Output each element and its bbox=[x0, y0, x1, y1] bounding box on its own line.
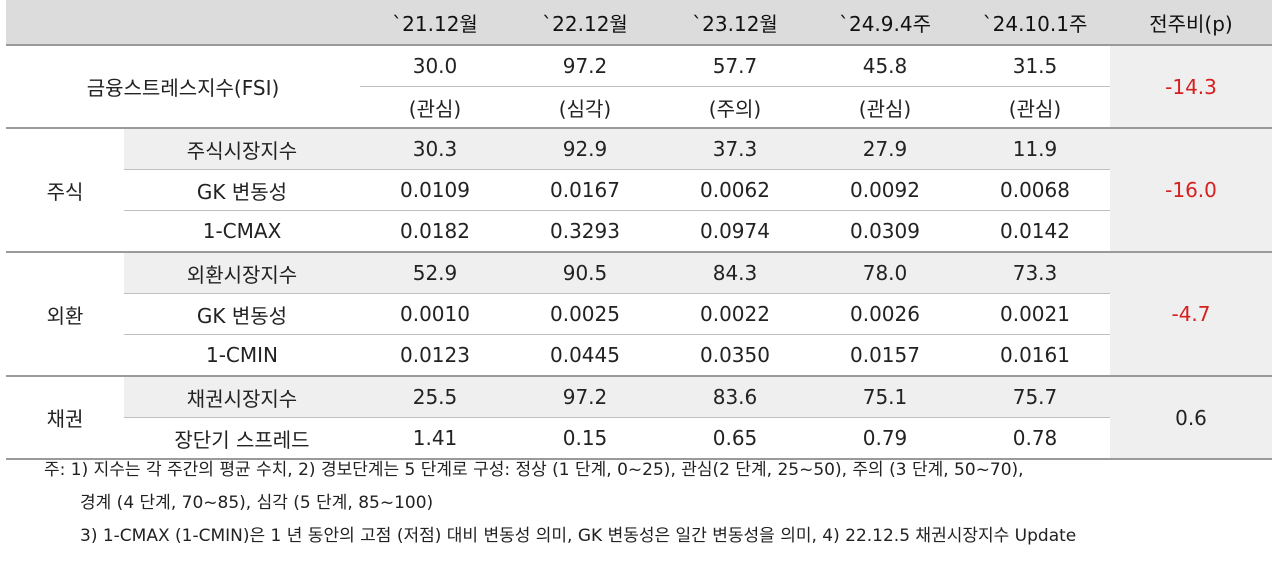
cell: 0.0062 bbox=[660, 169, 810, 211]
fsi-level: (주의) bbox=[660, 86, 810, 129]
row-label: 외환시장지수 bbox=[124, 252, 360, 294]
table-row: 외환 외환시장지수 52.9 90.5 84.3 78.0 73.3 -4.7 bbox=[6, 252, 1272, 377]
cell: 0.78 bbox=[960, 417, 1110, 460]
fsi-value: 45.8 bbox=[810, 45, 960, 87]
cell: 0.0182 bbox=[360, 210, 510, 253]
table-row: GK 변동성 0.0109 0.0167 0.0062 0.0092 0.006… bbox=[6, 169, 1272, 211]
cell: 37.3 bbox=[660, 128, 810, 170]
header-col-2: `22.12월 bbox=[510, 0, 660, 46]
header-blank bbox=[6, 0, 360, 46]
cell: 0.15 bbox=[510, 417, 660, 460]
fsi-level-row: (관심) (심각) (주의) (관심) (관심) bbox=[6, 86, 1272, 129]
group-stock-label: 주식 bbox=[6, 128, 124, 253]
cell: 1.41 bbox=[360, 417, 510, 460]
header-col-5: `24.10.1주 bbox=[960, 0, 1110, 46]
cell: 0.0123 bbox=[360, 334, 510, 377]
header-col-1: `21.12월 bbox=[360, 0, 510, 46]
fsi-table: `21.12월 `22.12월 `23.12월 `24.9.4주 `24.10.… bbox=[6, 0, 1272, 460]
fsi-change: -14.3 bbox=[1110, 45, 1272, 129]
table-row: GK 변동성 0.0010 0.0025 0.0022 0.0026 0.002… bbox=[6, 293, 1272, 335]
header-row: `21.12월 `22.12월 `23.12월 `24.9.4주 `24.10.… bbox=[6, 0, 1272, 46]
cell: 25.5 bbox=[360, 376, 510, 418]
cell: 0.0022 bbox=[660, 293, 810, 335]
cell: 0.0010 bbox=[360, 293, 510, 335]
group-stock-change: -16.0 bbox=[1110, 128, 1272, 253]
cell: 0.0445 bbox=[510, 334, 660, 377]
cell: 83.6 bbox=[660, 376, 810, 418]
group-fx-label: 외환 bbox=[6, 252, 124, 377]
cell: 0.65 bbox=[660, 417, 810, 460]
cell: 75.7 bbox=[960, 376, 1110, 418]
fsi-level: (관심) bbox=[810, 86, 960, 129]
cell: 0.79 bbox=[810, 417, 960, 460]
cell: 30.3 bbox=[360, 128, 510, 170]
cell: 0.0026 bbox=[810, 293, 960, 335]
row-label: GK 변동성 bbox=[124, 293, 360, 335]
fsi-level: (관심) bbox=[360, 86, 510, 129]
footnote-line-1: 주: 1) 지수는 각 주간의 평균 수치, 2) 경보단계는 5 단계로 구성… bbox=[44, 460, 1024, 480]
cell: 0.0092 bbox=[810, 169, 960, 211]
cell: 0.0161 bbox=[960, 334, 1110, 377]
row-label: 채권시장지수 bbox=[124, 376, 360, 418]
table-row: 채권 채권시장지수 25.5 97.2 83.6 75.1 75.7 0.6 bbox=[6, 376, 1272, 460]
footnote-line-2: 경계 (4 단계, 70~85), 심각 (5 단계, 85~100) bbox=[80, 493, 434, 513]
header-col-4: `24.9.4주 bbox=[810, 0, 960, 46]
cell: 52.9 bbox=[360, 252, 510, 294]
table-row: 1-CMIN 0.0123 0.0445 0.0350 0.0157 0.016… bbox=[6, 334, 1272, 377]
cell: 92.9 bbox=[510, 128, 660, 170]
fsi-value: 30.0 bbox=[360, 45, 510, 87]
cell: 97.2 bbox=[510, 376, 660, 418]
cell: 75.1 bbox=[810, 376, 960, 418]
table-row: 주식 주식시장지수 30.3 92.9 37.3 27.9 11.9 -16.0 bbox=[6, 128, 1272, 253]
header-col-3: `23.12월 bbox=[660, 0, 810, 46]
group-bond-change: 0.6 bbox=[1110, 376, 1272, 460]
table-row: 1-CMAX 0.0182 0.3293 0.0974 0.0309 0.014… bbox=[6, 210, 1272, 253]
cell: 0.3293 bbox=[510, 210, 660, 253]
row-label: 주식시장지수 bbox=[124, 128, 360, 170]
cell: 90.5 bbox=[510, 252, 660, 294]
cell: 0.0309 bbox=[810, 210, 960, 253]
cell: 0.0350 bbox=[660, 334, 810, 377]
group-fx-change: -4.7 bbox=[1110, 252, 1272, 377]
fsi-level: (심각) bbox=[510, 86, 660, 129]
cell: 0.0021 bbox=[960, 293, 1110, 335]
row-label: 1-CMIN bbox=[124, 334, 360, 377]
cell: 0.0167 bbox=[510, 169, 660, 211]
row-label: GK 변동성 bbox=[124, 169, 360, 211]
cell: 11.9 bbox=[960, 128, 1110, 170]
fsi-value: 31.5 bbox=[960, 45, 1110, 87]
table-row: 장단기 스프레드 1.41 0.15 0.65 0.79 0.78 bbox=[6, 417, 1272, 460]
cell: 84.3 bbox=[660, 252, 810, 294]
cell: 73.3 bbox=[960, 252, 1110, 294]
row-label: 1-CMAX bbox=[124, 210, 360, 253]
fsi-value: 57.7 bbox=[660, 45, 810, 87]
row-label: 장단기 스프레드 bbox=[124, 417, 360, 460]
cell: 0.0068 bbox=[960, 169, 1110, 211]
cell: 0.0974 bbox=[660, 210, 810, 253]
header-change: 전주비(p) bbox=[1110, 0, 1272, 46]
fsi-level: (관심) bbox=[960, 86, 1110, 129]
cell: 0.0025 bbox=[510, 293, 660, 335]
footnotes: 주: 1) 지수는 각 주간의 평균 수치, 2) 경보단계는 5 단계로 구성… bbox=[44, 454, 1076, 553]
fsi-value-row: 금융스트레스지수(FSI) 30.0 97.2 57.7 45.8 31.5 -… bbox=[6, 45, 1272, 129]
cell: 0.0142 bbox=[960, 210, 1110, 253]
cell: 0.0157 bbox=[810, 334, 960, 377]
fsi-value: 97.2 bbox=[510, 45, 660, 87]
footnote-line-3: 3) 1-CMAX (1-CMIN)은 1 년 동안의 고점 (저점) 대비 변… bbox=[80, 526, 1077, 546]
cell: 78.0 bbox=[810, 252, 960, 294]
cell: 27.9 bbox=[810, 128, 960, 170]
fsi-label: 금융스트레스지수(FSI) bbox=[6, 45, 360, 129]
cell: 0.0109 bbox=[360, 169, 510, 211]
group-bond-label: 채권 bbox=[6, 376, 124, 460]
